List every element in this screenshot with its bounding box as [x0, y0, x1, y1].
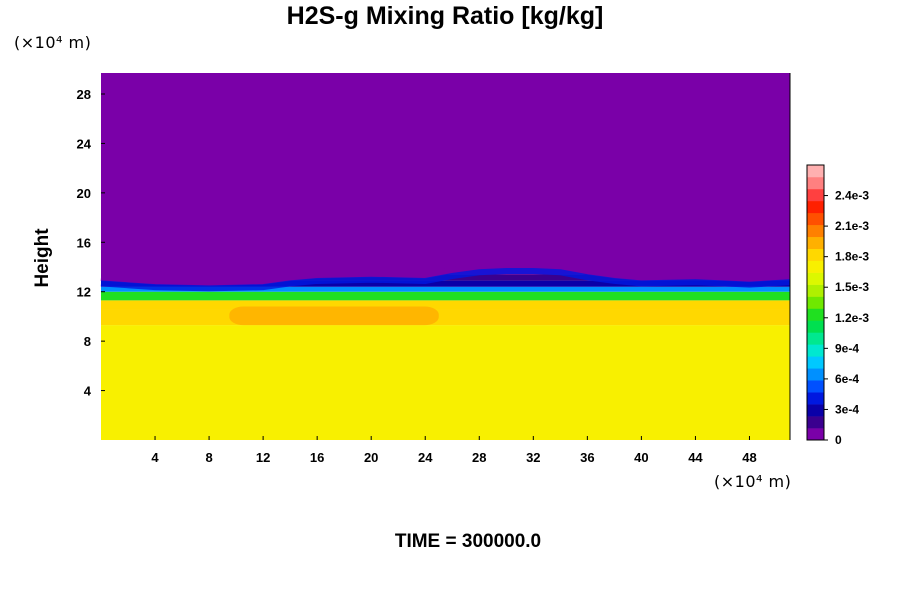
- chart-title: H2S-g Mixing Ratio [kg/kg]: [286, 2, 604, 30]
- colorbar-segment: [807, 368, 824, 381]
- colorbar-segment: [807, 188, 824, 202]
- x-axis-ticks: 4 8 12 16 20 24 28 32 36 40 44 48: [151, 436, 757, 465]
- y-axis-ticks: 4 8 12 16 20 24 28: [77, 87, 105, 399]
- field-max-patch: [229, 306, 439, 326]
- field-interface-rim: [100, 268, 791, 292]
- field-interface-rim: [100, 261, 791, 286]
- colorbar-segment: [807, 165, 824, 178]
- colorbar-segment: [807, 200, 824, 214]
- y-tick-label: 8: [84, 334, 91, 349]
- x-tick-label: 20: [364, 450, 378, 465]
- colorbar-tick-label: 3e-4: [835, 402, 859, 416]
- colorbar-segment: [807, 272, 824, 285]
- x-tick-label: 28: [472, 450, 486, 465]
- field-band: [101, 309, 790, 326]
- colorbar-segment: [807, 296, 824, 309]
- colorbar-tick-label: 6e-4: [835, 372, 859, 386]
- colorbar-tick-label: 1.8e-3: [835, 250, 869, 264]
- colorbar-segment: [807, 224, 824, 238]
- y-tick-label: 12: [77, 285, 91, 300]
- field-band: [101, 286, 790, 292]
- colorbar-tick-label: 9e-4: [835, 341, 859, 355]
- x-axis-unit-label: (×10⁴ m): [714, 472, 792, 491]
- plot-area: [100, 73, 791, 440]
- colorbar-segment: [807, 308, 824, 321]
- colorbar-segment: [807, 176, 824, 190]
- colorbar-tick-label: 0: [835, 433, 842, 447]
- y-tick-label: 16: [77, 235, 91, 250]
- y-tick-label: 24: [77, 136, 92, 151]
- colorbar-segment: [807, 344, 824, 357]
- colorbar-segment: [807, 356, 824, 369]
- colorbar: [806, 164, 825, 441]
- y-tick-label: 20: [77, 186, 91, 201]
- colorbar-segment: [807, 248, 824, 261]
- colorbar-segment: [807, 416, 824, 429]
- colorbar-segment: [807, 284, 824, 297]
- field-band: [101, 325, 790, 440]
- x-tick-label: 40: [634, 450, 648, 465]
- field-upper-region: [101, 73, 790, 280]
- x-tick-label: 32: [526, 450, 540, 465]
- x-tick-label: 16: [310, 450, 324, 465]
- field-band: [101, 300, 790, 310]
- field-band: [101, 291, 790, 301]
- y-axis-unit-label: (×10⁴ m): [14, 33, 92, 52]
- x-tick-label: 24: [418, 450, 433, 465]
- time-label: TIME = 300000.0: [394, 531, 542, 552]
- colorbar-tick-label: 1.5e-3: [835, 280, 869, 294]
- x-tick-label: 44: [688, 450, 703, 465]
- colorbar-segment: [807, 392, 824, 405]
- y-tick-label: 4: [84, 384, 92, 399]
- colorbar-segment: [807, 404, 824, 417]
- colorbar-segment: [807, 428, 824, 441]
- x-tick-label: 4: [151, 450, 159, 465]
- colorbar-tick-label: 1.2e-3: [835, 311, 869, 325]
- colorbar-segment: [807, 236, 824, 249]
- colorbar-tick-label: 2.1e-3: [835, 219, 869, 233]
- colorbar-segment: [807, 212, 824, 226]
- x-tick-label: 12: [256, 450, 270, 465]
- field-band: [101, 280, 790, 287]
- x-tick-label: 48: [742, 450, 756, 465]
- colorbar-segment: [807, 320, 824, 333]
- colorbar-tick-label: 2.4e-3: [835, 189, 869, 203]
- colorbar-segment: [807, 332, 824, 345]
- x-tick-label: 36: [580, 450, 594, 465]
- colorbar-frame: [806, 164, 825, 441]
- colorbar-segment: [807, 260, 824, 273]
- colorbar-segment: [807, 380, 824, 393]
- colorbar-ticks: 0 3e-4 6e-4 9e-4 1.2e-3 1.5e-3 1.8e-3 2.1e-3 2.4…: [824, 189, 869, 447]
- y-tick-label: 28: [77, 87, 91, 102]
- x-tick-label: 8: [205, 450, 212, 465]
